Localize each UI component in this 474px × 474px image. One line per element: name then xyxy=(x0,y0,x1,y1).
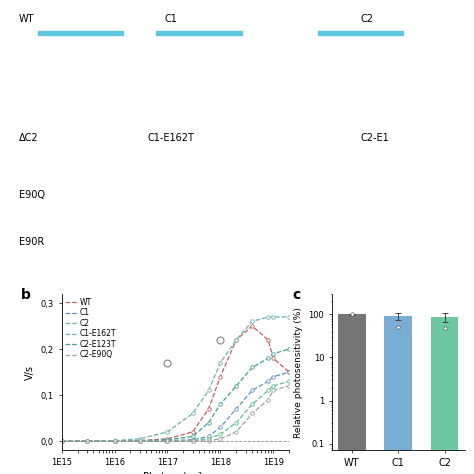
Y-axis label: V/s: V/s xyxy=(25,365,35,380)
Legend: WT, C1, C2, C1-E162T, C2-E123T, C2-E90Q: WT, C1, C2, C1-E162T, C2-E123T, C2-E90Q xyxy=(65,298,117,359)
Text: WT: WT xyxy=(19,14,35,24)
Text: C1-E162T: C1-E162T xyxy=(147,133,194,143)
Bar xyxy=(338,314,365,474)
Y-axis label: Relative photosensitivity (%): Relative photosensitivity (%) xyxy=(294,307,303,438)
Text: E90R: E90R xyxy=(19,237,44,247)
X-axis label: Photons/ m²s: Photons/ m²s xyxy=(143,473,208,474)
Bar xyxy=(431,318,458,474)
Text: E90Q: E90Q xyxy=(19,190,45,200)
Text: C1: C1 xyxy=(164,14,177,24)
Bar xyxy=(384,317,412,474)
Text: c: c xyxy=(292,288,300,301)
Text: C2-E1: C2-E1 xyxy=(360,133,389,143)
Text: b: b xyxy=(21,288,30,301)
Text: C2: C2 xyxy=(360,14,373,24)
Text: ΔC2: ΔC2 xyxy=(19,133,38,143)
